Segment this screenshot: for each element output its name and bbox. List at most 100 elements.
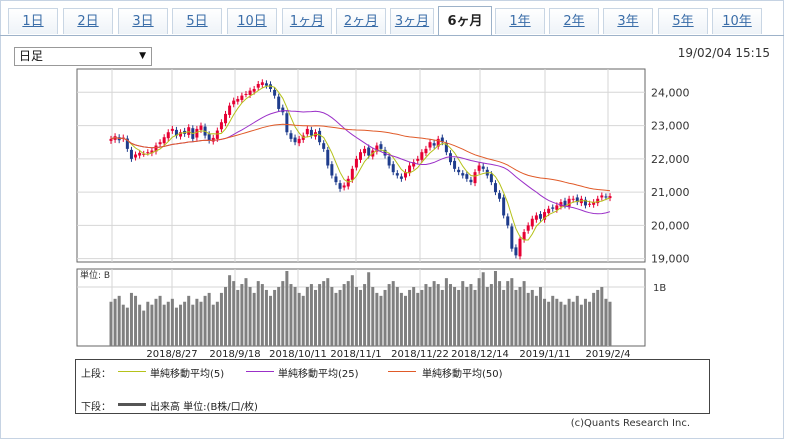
volume-bar	[211, 304, 215, 346]
candle-body	[526, 225, 530, 231]
candle-body	[252, 88, 256, 92]
x-tick-label: 2018/10/11	[269, 349, 327, 360]
y-tick-label: 24,000	[651, 86, 690, 99]
candle-body	[575, 197, 579, 203]
candle-body	[199, 125, 203, 130]
candle-body	[322, 143, 326, 149]
tab-13[interactable]: 10年	[712, 8, 762, 34]
legend-volume-swatch	[118, 403, 146, 406]
candle-body	[134, 154, 138, 158]
volume-bar	[244, 278, 248, 346]
candle-body	[440, 137, 444, 143]
candle-body	[543, 212, 547, 220]
candle-body	[330, 164, 334, 176]
volume-bar	[395, 287, 399, 346]
volume-bar	[293, 287, 297, 346]
y-tick-label: 19,000	[651, 253, 690, 266]
candle-body	[187, 127, 191, 135]
volume-bar	[338, 289, 342, 346]
x-tick-label: 2018/12/14	[451, 349, 509, 360]
volume-bar	[387, 284, 391, 346]
chart-legend: 上段： 単純移動平均(5) 単純移動平均(25) 単純移動平均(50) 下段： …	[75, 359, 710, 414]
candle-body	[510, 226, 514, 249]
candle-body	[555, 205, 559, 210]
volume-bar	[403, 295, 407, 346]
volume-bar	[432, 281, 436, 346]
candle-body	[448, 153, 452, 163]
volume-bar	[252, 292, 256, 346]
period-select[interactable]: 日足 ▼	[14, 47, 152, 66]
period-select-value: 日足	[19, 49, 44, 63]
price-panel	[76, 68, 646, 263]
volume-bar	[170, 298, 174, 346]
volume-bar	[183, 301, 187, 346]
candle-body	[424, 148, 428, 154]
candle-body	[150, 150, 154, 154]
volume-bar	[575, 295, 579, 346]
candle-body	[224, 113, 228, 124]
x-tick-label: 2019/1/11	[519, 349, 570, 360]
volume-bar	[469, 284, 473, 346]
candle-body	[342, 185, 346, 188]
candle-body	[530, 218, 534, 227]
candle-body	[338, 183, 342, 189]
candle-body	[260, 82, 264, 85]
volume-bar	[522, 281, 526, 346]
candle-body	[125, 138, 129, 149]
tab-9[interactable]: 1年	[495, 8, 545, 34]
chart-datetime: 19/02/04 15:15	[677, 46, 770, 60]
volume-bar	[559, 301, 563, 346]
tab-2[interactable]: 3日	[118, 8, 168, 34]
legend-ma50-label: 単純移動平均(50)	[422, 369, 503, 380]
tab-6[interactable]: 2ヶ月	[336, 8, 386, 34]
candle-body	[604, 196, 608, 198]
candle-body	[592, 202, 596, 205]
volume-bar	[248, 287, 252, 346]
candle-body	[318, 130, 322, 143]
legend-ma25-label: 単純移動平均(25)	[278, 369, 359, 380]
candle-body	[444, 143, 448, 153]
candle-body	[293, 137, 297, 143]
tab-4[interactable]: 10日	[227, 8, 277, 34]
volume-bar	[428, 287, 432, 346]
volume-bar	[305, 287, 309, 346]
candle-body	[158, 142, 162, 145]
volume-bar	[330, 287, 334, 346]
tab-11[interactable]: 3年	[603, 8, 653, 34]
volume-bar	[354, 287, 358, 346]
candle-body	[469, 179, 473, 183]
candle-body	[559, 202, 563, 207]
candle-body	[457, 169, 461, 173]
candle-body	[453, 160, 457, 169]
tab-8[interactable]: 6ヶ月	[438, 6, 492, 36]
candle-body	[391, 164, 395, 173]
volume-bar	[125, 307, 129, 346]
volume-bar	[289, 284, 293, 346]
tab-7[interactable]: 3ヶ月	[390, 8, 434, 34]
candle-body	[277, 96, 281, 109]
volume-bar	[224, 287, 228, 346]
candle-body	[215, 130, 219, 139]
candle-body	[236, 98, 240, 102]
tab-1[interactable]: 2日	[63, 8, 113, 34]
volume-bar	[166, 301, 170, 346]
tab-bar-divider	[0, 35, 784, 36]
volume-bar	[600, 287, 604, 346]
y-tick-label: 20,000	[651, 219, 690, 232]
volume-bar	[363, 284, 367, 346]
period-tab-bar: 1日 2日 3日 5日 10日 1ヶ月 2ヶ月 3ヶ月 6ヶ月 1年 2年 3年 5年 10年	[0, 0, 784, 40]
volume-bar	[297, 292, 301, 346]
tab-3[interactable]: 5日	[172, 8, 222, 34]
candle-body	[588, 203, 592, 205]
tab-0[interactable]: 1日	[8, 8, 58, 34]
volume-bar	[301, 295, 305, 346]
x-tick-label: 2018/9/18	[209, 349, 260, 360]
tab-12[interactable]: 5年	[658, 8, 708, 34]
volume-bar	[150, 304, 154, 346]
tab-10[interactable]: 2年	[549, 8, 599, 34]
volume-bar	[187, 295, 191, 346]
tab-5[interactable]: 1ヶ月	[282, 8, 332, 34]
candle-body	[518, 238, 522, 257]
